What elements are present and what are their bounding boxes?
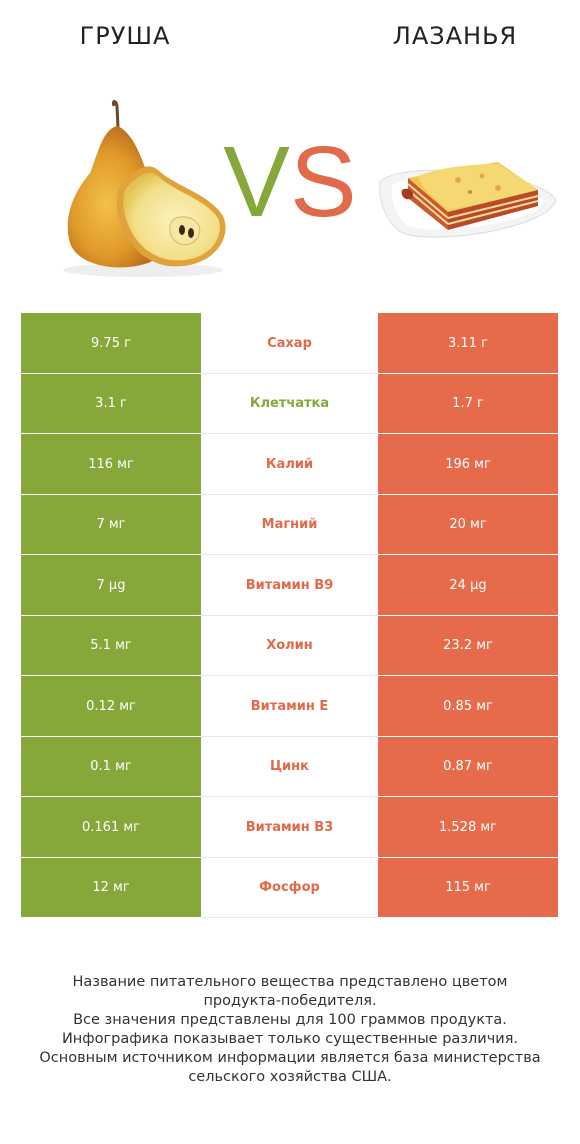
footer-line: продукта-победителя. — [203, 993, 377, 1009]
left-value: 0.1 мг — [21, 736, 201, 797]
right-value: 1.528 мг — [378, 796, 558, 858]
right-value: 115 мг — [378, 857, 558, 918]
right-value: 0.87 мг — [378, 736, 558, 797]
left-value: 0.12 мг — [21, 675, 201, 737]
nutrient-name: Цинк — [201, 736, 378, 797]
nutrient-name: Витамин E — [201, 675, 378, 737]
vs-label: VS — [222, 132, 358, 242]
left-value: 12 мг — [21, 857, 201, 918]
nutrient-name: Магний — [201, 494, 378, 555]
left-value: 3.1 г — [21, 373, 201, 434]
table-row: 7 мг Магний 20 мг — [21, 494, 558, 555]
nutrient-name: Фосфор — [201, 857, 378, 918]
footer-line: Основным источником информации является … — [39, 1050, 541, 1066]
table-row: 0.12 мг Витамин E 0.85 мг — [21, 675, 558, 737]
footer-line: сельского хозяйства США. — [188, 1069, 392, 1085]
table-row: 3.1 г Клетчатка 1.7 г — [21, 373, 558, 434]
table-row: 12 мг Фосфор 115 мг — [21, 857, 558, 918]
left-value: 0.161 мг — [21, 796, 201, 858]
left-value: 9.75 г — [21, 313, 201, 374]
nutrient-name: Витамин B3 — [201, 796, 378, 858]
nutrient-name: Клетчатка — [201, 373, 378, 434]
footer-line: Название питательного вещества представл… — [72, 974, 508, 990]
left-value: 7 мг — [21, 494, 201, 555]
right-value: 0.85 мг — [378, 675, 558, 737]
nutrient-name: Калий — [201, 433, 378, 495]
lasagna-illustration — [379, 162, 557, 238]
table-row: 0.1 мг Цинк 0.87 мг — [21, 736, 558, 797]
vs-v-letter: V — [223, 126, 290, 238]
vs-s-letter: S — [290, 126, 357, 238]
pear-illustration — [63, 100, 226, 277]
left-value: 116 мг — [21, 433, 201, 495]
table-row: 0.161 мг Витамин B3 1.528 мг — [21, 796, 558, 858]
right-value: 23.2 мг — [378, 615, 558, 676]
right-product-title: Лазанья — [392, 22, 518, 50]
right-value: 3.11 г — [378, 313, 558, 374]
nutrient-name: Сахар — [201, 313, 378, 374]
nutrient-name: Холин — [201, 615, 378, 676]
left-value: 5.1 мг — [21, 615, 201, 676]
left-product-title: Груша — [79, 22, 171, 50]
right-value: 1.7 г — [378, 373, 558, 434]
right-value: 24 µg — [378, 554, 558, 616]
footer-note: Название питательного вещества представл… — [10, 973, 570, 1087]
table-row: 116 мг Калий 196 мг — [21, 433, 558, 495]
table-row: 5.1 мг Холин 23.2 мг — [21, 615, 558, 676]
comparison-table: 9.75 г Сахар 3.11 г 3.1 г Клетчатка 1.7 г 116 … — [21, 313, 558, 918]
right-value: 196 мг — [378, 433, 558, 495]
right-value: 20 мг — [378, 494, 558, 555]
nutrient-name: Витамин B9 — [201, 554, 378, 616]
footer-line: Инфографика показывает только существенн… — [61, 1031, 519, 1047]
left-value: 7 µg — [21, 554, 201, 616]
table-row: 9.75 г Сахар 3.11 г — [21, 313, 558, 374]
footer-line: Все значения представлены для 100 граммо… — [73, 1012, 507, 1028]
table-row: 7 µg Витамин B9 24 µg — [21, 554, 558, 616]
